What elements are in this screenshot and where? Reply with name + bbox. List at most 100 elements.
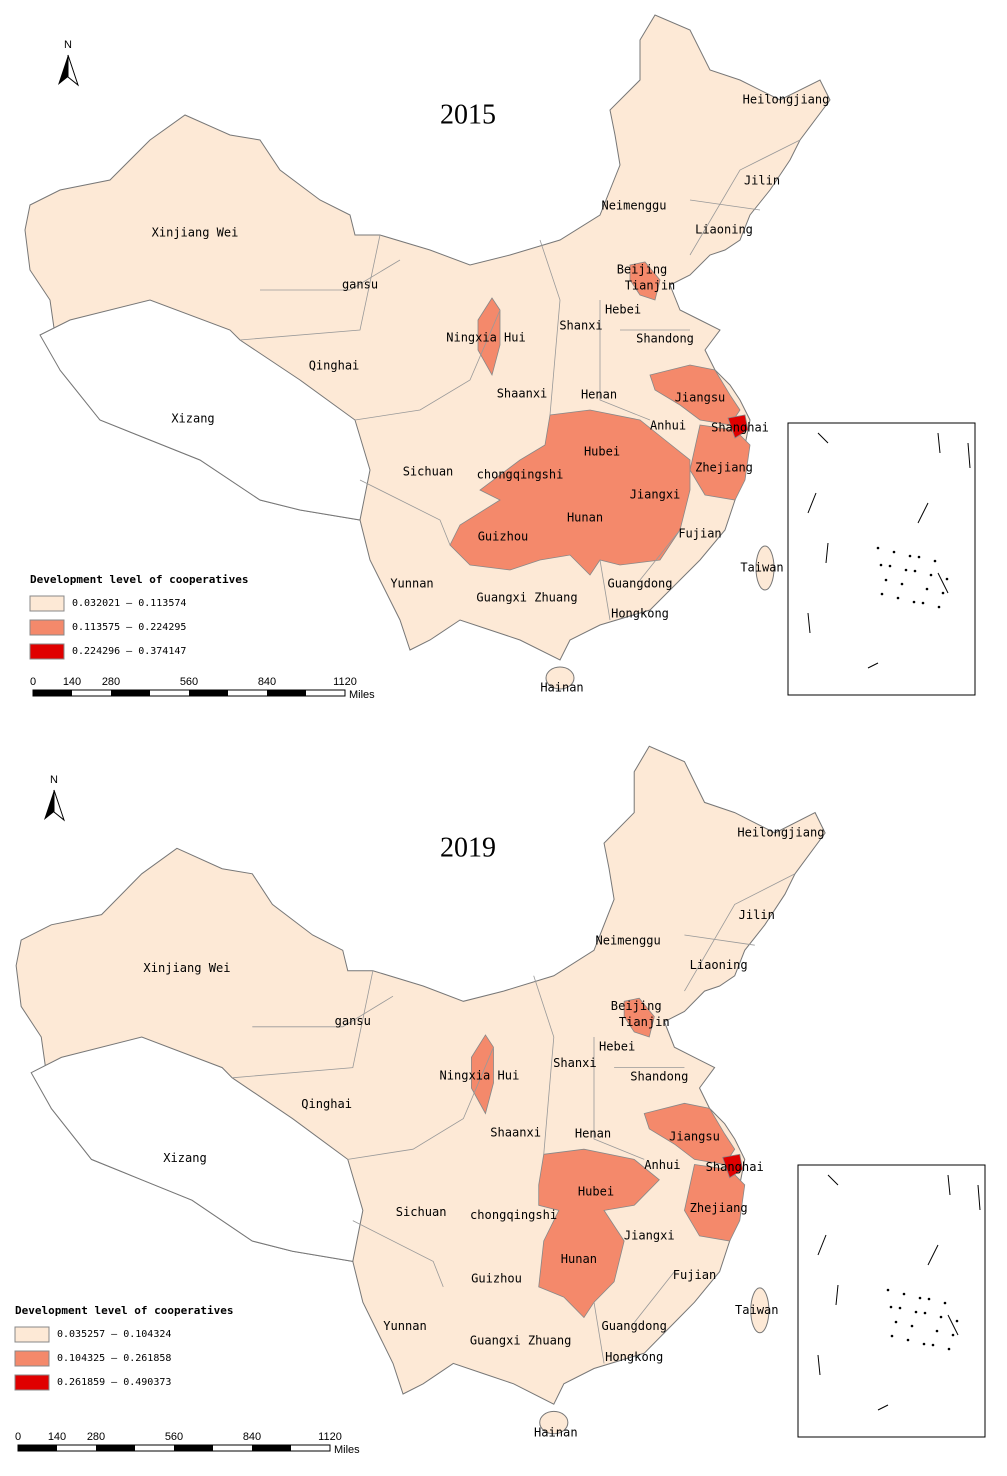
scale-bar-segment [33, 690, 72, 696]
province-label: Liaoning [690, 958, 748, 972]
province-border [347, 1047, 494, 1160]
province-label: Hebei [605, 303, 641, 317]
inset-dot [876, 546, 880, 550]
province-label: Guangxi Zhuang [476, 591, 577, 605]
north-label: N [50, 774, 58, 786]
inset-dot [912, 600, 916, 604]
province-label: Heilongjiang [743, 93, 830, 107]
province-label: Taiwan [735, 1303, 779, 1317]
province-label: Tianjin [625, 279, 676, 293]
legend-swatch [14, 1374, 50, 1391]
scale-unit: Miles [334, 1444, 360, 1456]
province-label: Guangxi Zhuang [470, 1333, 572, 1347]
inset-dot [945, 577, 949, 581]
inset-dot [896, 596, 900, 600]
province-label: Hongkong [605, 1350, 663, 1364]
island [755, 545, 775, 591]
north-arrow [58, 55, 68, 85]
inset-dot [913, 569, 917, 573]
inset-dot [937, 605, 941, 609]
scale-label: 1120 [318, 1431, 342, 1443]
inset-dot [917, 555, 921, 559]
province-label: Jiangsu [669, 1129, 720, 1143]
scale-bar-segment [18, 1445, 57, 1451]
province-label: Heilongjiang [737, 825, 824, 839]
inset-line [927, 1244, 939, 1266]
inset-line [947, 1174, 951, 1196]
inset-line [937, 432, 941, 454]
inset-line [967, 442, 971, 469]
inset-line [947, 1314, 959, 1336]
legend-swatch [14, 1350, 50, 1367]
island [545, 666, 575, 690]
province-label: Jiangxi [624, 1228, 675, 1242]
scale-label: 140 [48, 1431, 66, 1443]
north-label: N [64, 39, 72, 51]
inset-dot [955, 1319, 959, 1323]
inset-line [807, 612, 811, 634]
province-label: chongqingshi [477, 468, 564, 482]
inset-dot [888, 564, 892, 568]
island [750, 1287, 770, 1334]
province-label: Hunan [561, 1252, 597, 1266]
legend-label: 0.032021 — 0.113574 [72, 598, 186, 609]
legend-title: Development level of cooperatives [30, 573, 249, 586]
province-border [539, 239, 561, 416]
legend-swatch [29, 643, 65, 660]
inset-line [835, 1284, 839, 1306]
inset-dot [879, 563, 883, 567]
province-label: Jilin [744, 174, 780, 188]
province-label: Guizhou [471, 1271, 522, 1285]
map-title: 2015 [440, 99, 496, 130]
inset-line [817, 1354, 821, 1376]
inset-dot [929, 573, 933, 577]
province-label: Jiangsu [675, 391, 726, 405]
province-border [252, 995, 394, 1028]
scale-bar-segment [252, 1445, 291, 1451]
province-label: Yunnan [383, 1319, 427, 1333]
province-label: Shandong [636, 332, 694, 346]
inset-dot [923, 1311, 927, 1315]
province-label: Shaanxi [497, 387, 548, 401]
province-border [599, 559, 611, 621]
province-border [633, 1271, 675, 1323]
province-label: Hubei [578, 1184, 614, 1198]
legend-swatch [29, 619, 65, 636]
province-label: Anhui [644, 1158, 680, 1172]
scale-bar-segment [174, 1445, 213, 1451]
map-panel: Heilongjiang Jilin Liaoning Neimenggu Xinjia… [14, 745, 986, 1456]
inset-dot [914, 1310, 918, 1314]
inset-dot [886, 1288, 890, 1292]
province-label: Shanxi [553, 1056, 597, 1070]
inset-line [817, 1234, 827, 1256]
province-border [639, 529, 681, 581]
legend-label: 0.104325 — 0.261858 [57, 1353, 171, 1364]
province-label: Shandong [630, 1069, 688, 1083]
province-label: Hebei [599, 1040, 635, 1054]
province-label: Shanxi [559, 319, 602, 333]
scale-label: 280 [102, 676, 120, 688]
inset-line [917, 502, 929, 524]
china-map: Heilongjiang Jilin Liaoning Neimenggu Xinjia… [15, 745, 826, 1439]
inset-line [825, 542, 829, 564]
province-label: Guizhou [478, 530, 529, 544]
inset-dot [941, 591, 945, 595]
province-label: Sichuan [396, 1205, 447, 1219]
province-label: Shaanxi [490, 1125, 541, 1139]
province-class-2 [727, 414, 749, 439]
north-arrow [53, 789, 66, 822]
province-border [239, 234, 381, 341]
inset-dot [947, 1347, 951, 1351]
province-label: Hubei [584, 445, 620, 459]
province-label: Jiangxi [630, 488, 681, 502]
inset-dot [894, 1320, 898, 1324]
north-arrow [44, 790, 54, 820]
province-label: Ningxia Hui [446, 331, 525, 345]
province-label: Xizang [171, 412, 214, 426]
province-border [260, 259, 401, 291]
inset-dot [943, 1301, 947, 1305]
province-border [684, 873, 796, 992]
inset-frame [797, 1164, 986, 1438]
legend-label: 0.035257 — 0.104324 [57, 1329, 171, 1340]
province-label: Shanghai [711, 421, 769, 435]
